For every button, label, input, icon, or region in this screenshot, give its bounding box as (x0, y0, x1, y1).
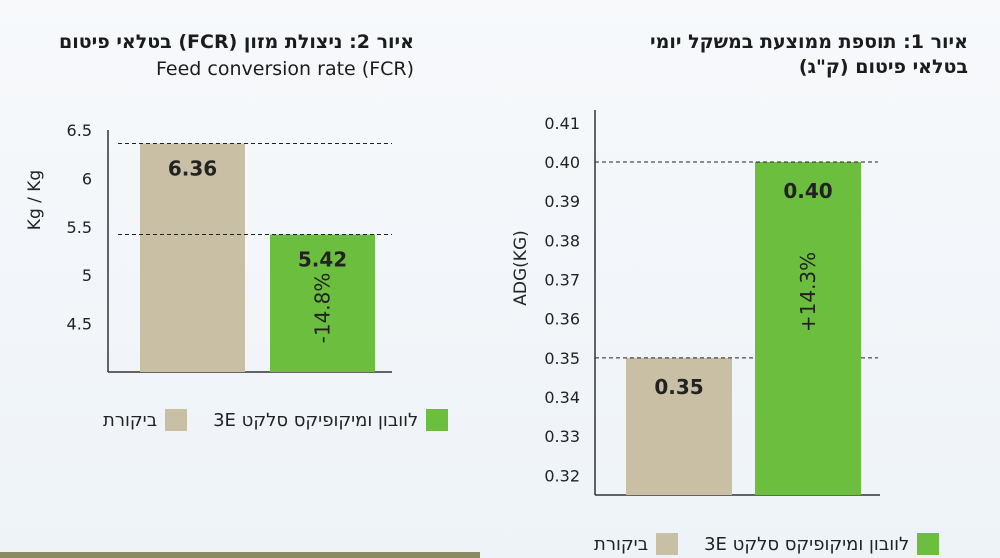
fcr-bar-treatment (270, 234, 375, 372)
fcr-y-axis-label: Kg / Kg (25, 170, 45, 230)
adg-legend: לוובון ומיקופיקס סלקט 3E ביקורת (594, 533, 940, 555)
adg-legend-control-swatch (656, 533, 679, 555)
fcr-legend-control: ביקורת (103, 409, 188, 431)
fcr-data-label-treatment: 5.42 (298, 248, 347, 272)
adg-y-tick-label: 0.34 (544, 388, 580, 407)
adg-y-axis-label: ADG(KG) (511, 230, 531, 305)
adg-legend-control: ביקורת (594, 533, 679, 555)
adg-chart: 0.41 0.40 0.39 0.38 0.37 0.36 0.35 0.34 0.33 0.32… (511, 110, 880, 496)
adg-y-tick-label: 0.32 (544, 466, 580, 485)
adg-y-tick-label: 0.35 (544, 349, 580, 368)
fcr-bar-control (140, 143, 245, 372)
adg-legend-treatment: לוובון ומיקופיקס סלקט 3E (704, 533, 940, 555)
adg-legend-treatment-swatch (917, 533, 940, 555)
fcr-y-tick-label: 5.5 (67, 218, 92, 237)
fcr-y-tick-label: 6 (82, 169, 92, 188)
fcr-y-tick-label: 6.5 (67, 121, 92, 140)
adg-y-tick-label: 0.39 (544, 192, 580, 211)
adg-legend-control-label: ביקורת (594, 533, 649, 555)
fcr-legend-control-swatch (165, 409, 188, 431)
adg-change-annotation: +14.3% (796, 252, 820, 332)
fcr-chart-subtitle: Feed conversion rate (FCR) (156, 58, 414, 80)
adg-chart-title-line2: בטלאי פיטום (ק"ג) (798, 55, 968, 78)
adg-y-tick-label: 0.33 (544, 427, 580, 446)
adg-data-label-treatment: 0.40 (783, 179, 832, 203)
footer-divider (0, 552, 480, 558)
adg-y-tick-label: 0.38 (544, 231, 580, 250)
fcr-legend-control-label: ביקורת (103, 409, 158, 431)
fcr-legend: לוובון ומיקופיקס סלקט 3E ביקורת (103, 409, 449, 431)
fcr-y-tick-label: 4.5 (67, 315, 92, 334)
fcr-change-annotation: -14.8% (311, 273, 335, 344)
fcr-y-tick-label: 5 (82, 266, 92, 285)
adg-y-tick-label: 0.37 (544, 271, 580, 290)
fcr-legend-treatment: לוובון ומיקופיקס סלקט 3E (213, 409, 449, 431)
adg-chart-title: איור 1: תוספת ממוצעת במשקל יומי בטלאי פי… (500, 30, 968, 79)
adg-bar-control (626, 357, 732, 495)
fcr-legend-treatment-label: לוובון ומיקופיקס סלקט 3E (213, 409, 419, 431)
adg-y-tick-label: 0.36 (544, 310, 580, 329)
fcr-data-label-control: 6.36 (168, 157, 217, 181)
adg-y-tick-label: 0.40 (544, 153, 580, 172)
fcr-chart: 6.5 6 5.5 5 4.5 Kg / Kg 6.36 5.42-14.8% (25, 121, 392, 373)
adg-chart-title-line1: איור 1: תוספת ממוצעת במשקל יומי (650, 31, 968, 53)
adg-y-tick-label: 0.41 (544, 114, 580, 133)
adg-data-label-control: 0.35 (654, 375, 703, 399)
fcr-chart-title: איור 2: ניצולת מזון (FCR) בטלאי פיטום (58, 31, 414, 53)
adg-legend-treatment-label: לוובון ומיקופיקס סלקט 3E (704, 533, 910, 555)
fcr-legend-treatment-swatch (426, 409, 449, 431)
adg-bar-treatment (755, 161, 861, 495)
